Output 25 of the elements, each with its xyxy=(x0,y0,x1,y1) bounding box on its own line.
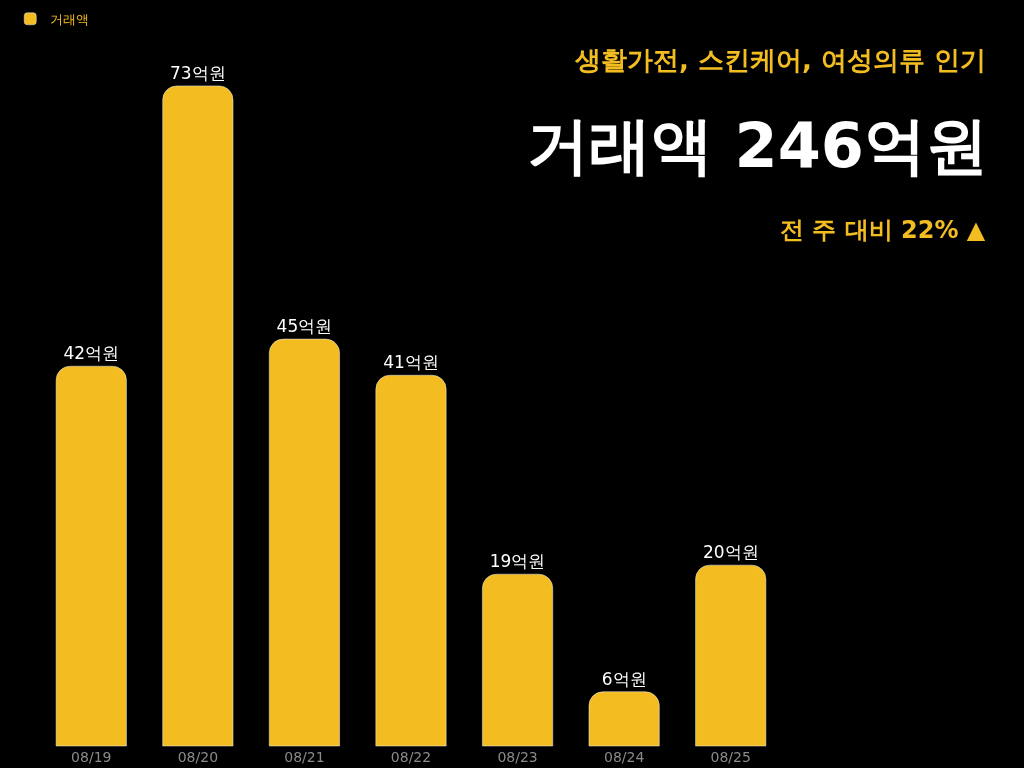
bar xyxy=(375,375,447,747)
bar xyxy=(55,365,127,747)
bar xyxy=(269,338,340,747)
bar xyxy=(482,573,553,747)
x-tick-label: 08/19 xyxy=(71,749,112,766)
data-label: 6억원 xyxy=(601,668,647,689)
x-tick-label: 08/22 xyxy=(390,749,432,766)
x-tick-label: 08/25 xyxy=(710,749,751,766)
data-label: 45억원 xyxy=(276,316,333,337)
x-tick-label: 08/21 xyxy=(284,749,325,766)
legend-label: 거래액 xyxy=(50,11,90,27)
x-tick-label: 08/24 xyxy=(603,749,645,766)
data-label: 19억원 xyxy=(489,551,546,572)
bar xyxy=(695,564,767,747)
bar xyxy=(162,85,234,747)
data-label: 41억원 xyxy=(383,352,439,373)
bar xyxy=(588,691,660,747)
annotation: 전 주 대비 22% ▲ xyxy=(780,216,986,244)
x-tick-label: 08/20 xyxy=(177,749,219,766)
chart-subtitle: 생활가전, 스킨케어, 여성의류 인기 xyxy=(574,45,986,75)
data-label: 42억원 xyxy=(63,343,120,364)
data-label: 20억원 xyxy=(702,542,759,563)
x-tick-label: 08/23 xyxy=(497,749,538,766)
chart-title: 거래액 246억원 xyxy=(526,108,988,182)
data-label: 73억원 xyxy=(170,62,226,83)
